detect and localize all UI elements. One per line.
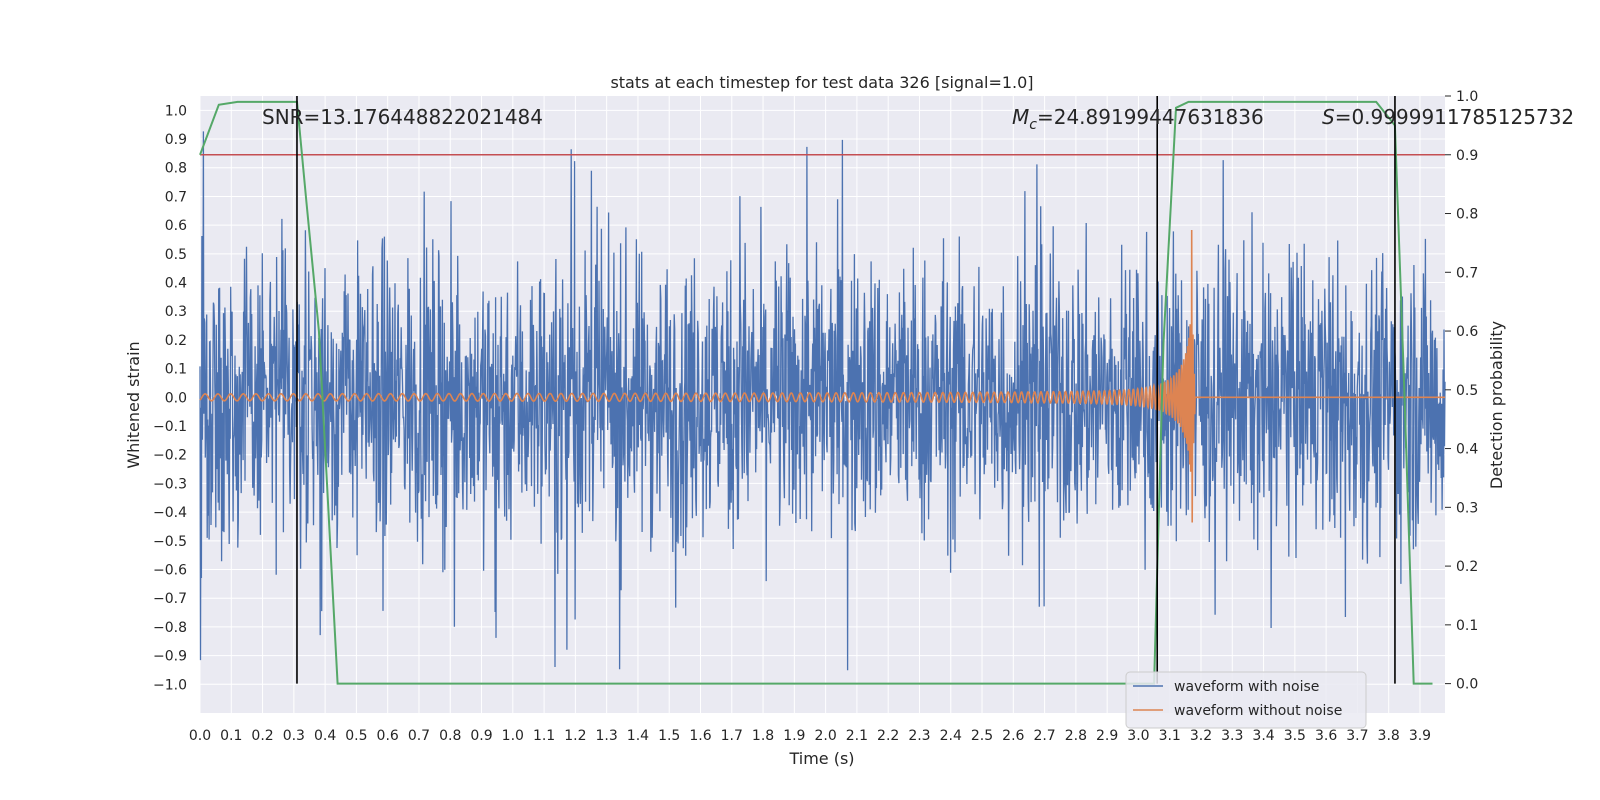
y-tick-label: −0.9 — [153, 649, 187, 665]
x-tick-label: 2.3 — [908, 728, 930, 744]
event-markers — [296, 96, 1396, 684]
x-tick-labels: 0.0 0.1 0.2 0.3 0.4 0.5 0.6 0.7 0.8 0.9 1.0 1.1 1.2 1… — [189, 728, 1431, 744]
chirp-line — [199, 229, 1445, 523]
probability-line — [199, 100, 1433, 685]
x-tick-label: 3.3 — [1221, 728, 1243, 744]
y-right-tick-label: 1.0 — [1456, 89, 1478, 105]
x-axis-label: Time (s) — [788, 749, 854, 768]
x-tick-label: 1.2 — [564, 728, 586, 744]
x-tick-label: 1.7 — [721, 728, 743, 744]
y-tick-label: 0.7 — [165, 189, 187, 205]
x-tick-label: 0.9 — [470, 728, 492, 744]
x-tick-label: 0.2 — [251, 728, 273, 744]
x-tick-label: 1.6 — [689, 728, 711, 744]
x-tick-label: 0.7 — [408, 728, 430, 744]
x-tick-label: 2.4 — [940, 728, 962, 744]
x-tick-label: 3.4 — [1252, 728, 1274, 744]
y-tick-label: 0.8 — [165, 161, 187, 177]
x-tick-label: 1.9 — [783, 728, 805, 744]
y-tick-label: −0.3 — [153, 476, 187, 492]
mc-value: =24.89199447631836 — [1037, 105, 1264, 129]
legend-label-clean: waveform without noise — [1174, 703, 1342, 719]
y-tick-label: 1.0 — [165, 103, 187, 119]
x-tick-label: 1.8 — [752, 728, 774, 744]
chart-title: stats at each timestep for test data 326… — [610, 73, 1033, 92]
x-tick-label: 2.0 — [814, 728, 836, 744]
legend-box — [1125, 671, 1367, 729]
y-right-tick-labels: 1.0 0.9 0.8 0.7 0.6 0.5 0.4 0.3 0.2 0.1 0.0 — [1445, 89, 1478, 693]
x-tick-label: 3.0 — [1127, 728, 1149, 744]
y-tick-label: 0.0 — [165, 390, 187, 406]
legend-label-noise: waveform with noise — [1174, 679, 1319, 695]
y-right-tick-label: 0.6 — [1456, 324, 1478, 340]
y-tick-label: 0.5 — [165, 247, 187, 263]
y-tick-label: −0.8 — [153, 620, 187, 636]
y-tick-label: −0.2 — [153, 448, 187, 464]
x-tick-label: 1.1 — [533, 728, 555, 744]
y-right-tick-label: 0.3 — [1456, 500, 1478, 516]
y-tick-label: −1.0 — [153, 677, 187, 693]
x-tick-label: 0.6 — [377, 728, 399, 744]
y-right-tick-label: 0.7 — [1456, 265, 1478, 281]
y-tick-label: −0.1 — [153, 419, 187, 435]
legend: waveform with noise waveform without noi… — [1125, 671, 1367, 729]
x-tick-label: 1.0 — [502, 728, 524, 744]
x-tick-label: 0.0 — [189, 728, 211, 744]
x-tick-label: 3.7 — [1346, 728, 1368, 744]
mc-annotation: Mc=24.89199447631836 — [1012, 105, 1264, 133]
mc-subscript: c — [1029, 117, 1037, 133]
x-tick-label: 1.4 — [627, 728, 649, 744]
y-tick-label: −0.6 — [153, 563, 187, 579]
x-tick-label: 2.8 — [1065, 728, 1087, 744]
y-tick-label: 0.1 — [165, 362, 187, 378]
y-tick-label: −0.4 — [153, 505, 187, 521]
x-tick-label: 3.2 — [1190, 728, 1212, 744]
x-tick-label: 0.5 — [345, 728, 367, 744]
x-tick-label: 0.3 — [283, 728, 305, 744]
x-tick-label: 2.2 — [877, 728, 899, 744]
x-tick-label: 3.9 — [1409, 728, 1431, 744]
x-tick-label: 3.8 — [1378, 728, 1400, 744]
x-tick-label: 0.4 — [314, 728, 336, 744]
x-tick-label: 3.5 — [1284, 728, 1306, 744]
y-right-tick-label: 0.2 — [1456, 559, 1478, 575]
y-right-tick-label: 0.5 — [1456, 383, 1478, 399]
x-tick-label: 2.7 — [1033, 728, 1055, 744]
y-right-tick-label: 0.8 — [1456, 207, 1478, 223]
y-right-tick-label: 0.4 — [1456, 442, 1478, 458]
y-tick-label: 0.4 — [165, 276, 187, 292]
x-tick-label: 1.3 — [596, 728, 618, 744]
y-tick-label: 0.9 — [165, 132, 187, 148]
x-tick-label: 2.5 — [971, 728, 993, 744]
y-tick-label: −0.7 — [153, 591, 187, 607]
s-annotation: S=0.9999911785125732 — [1322, 105, 1574, 129]
x-tick-label: 2.6 — [1002, 728, 1024, 744]
y-tick-label: 0.6 — [165, 218, 187, 234]
x-tick-label: 0.8 — [439, 728, 461, 744]
snr-annotation: SNR=13.176448822021484 — [262, 105, 543, 129]
series-waveform-with-noise — [199, 131, 1446, 671]
y-right-axis-label: Detection probability — [1487, 321, 1506, 489]
series-detection-probability — [199, 100, 1433, 685]
x-tick-label: 1.5 — [658, 728, 680, 744]
y-tick-label: 0.2 — [165, 333, 187, 349]
y-axis-label: Whitened strain — [124, 341, 143, 468]
y-right-tick-label: 0.1 — [1456, 618, 1478, 634]
y-tick-label: 0.3 — [165, 304, 187, 320]
x-tick-label: 3.1 — [1159, 728, 1181, 744]
x-tick-label: 3.6 — [1315, 728, 1337, 744]
x-tick-label: 0.1 — [220, 728, 242, 744]
y-right-tick-label: 0.9 — [1456, 148, 1478, 164]
y-tick-label: −0.5 — [153, 534, 187, 550]
y-tick-labels: 1.0 0.9 0.8 0.7 0.6 0.5 0.4 0.3 0.2 0.1 0.0 −0.1 −0.… — [153, 103, 187, 693]
mc-symbol: M — [1012, 105, 1029, 129]
x-tick-label: 2.1 — [846, 728, 868, 744]
y-right-tick-label: 0.0 — [1456, 677, 1478, 693]
series-waveform-without-noise — [199, 229, 1445, 523]
s-value: =0.9999911785125732 — [1335, 105, 1574, 129]
x-tick-label: 2.9 — [1096, 728, 1118, 744]
noise-line — [199, 131, 1446, 671]
